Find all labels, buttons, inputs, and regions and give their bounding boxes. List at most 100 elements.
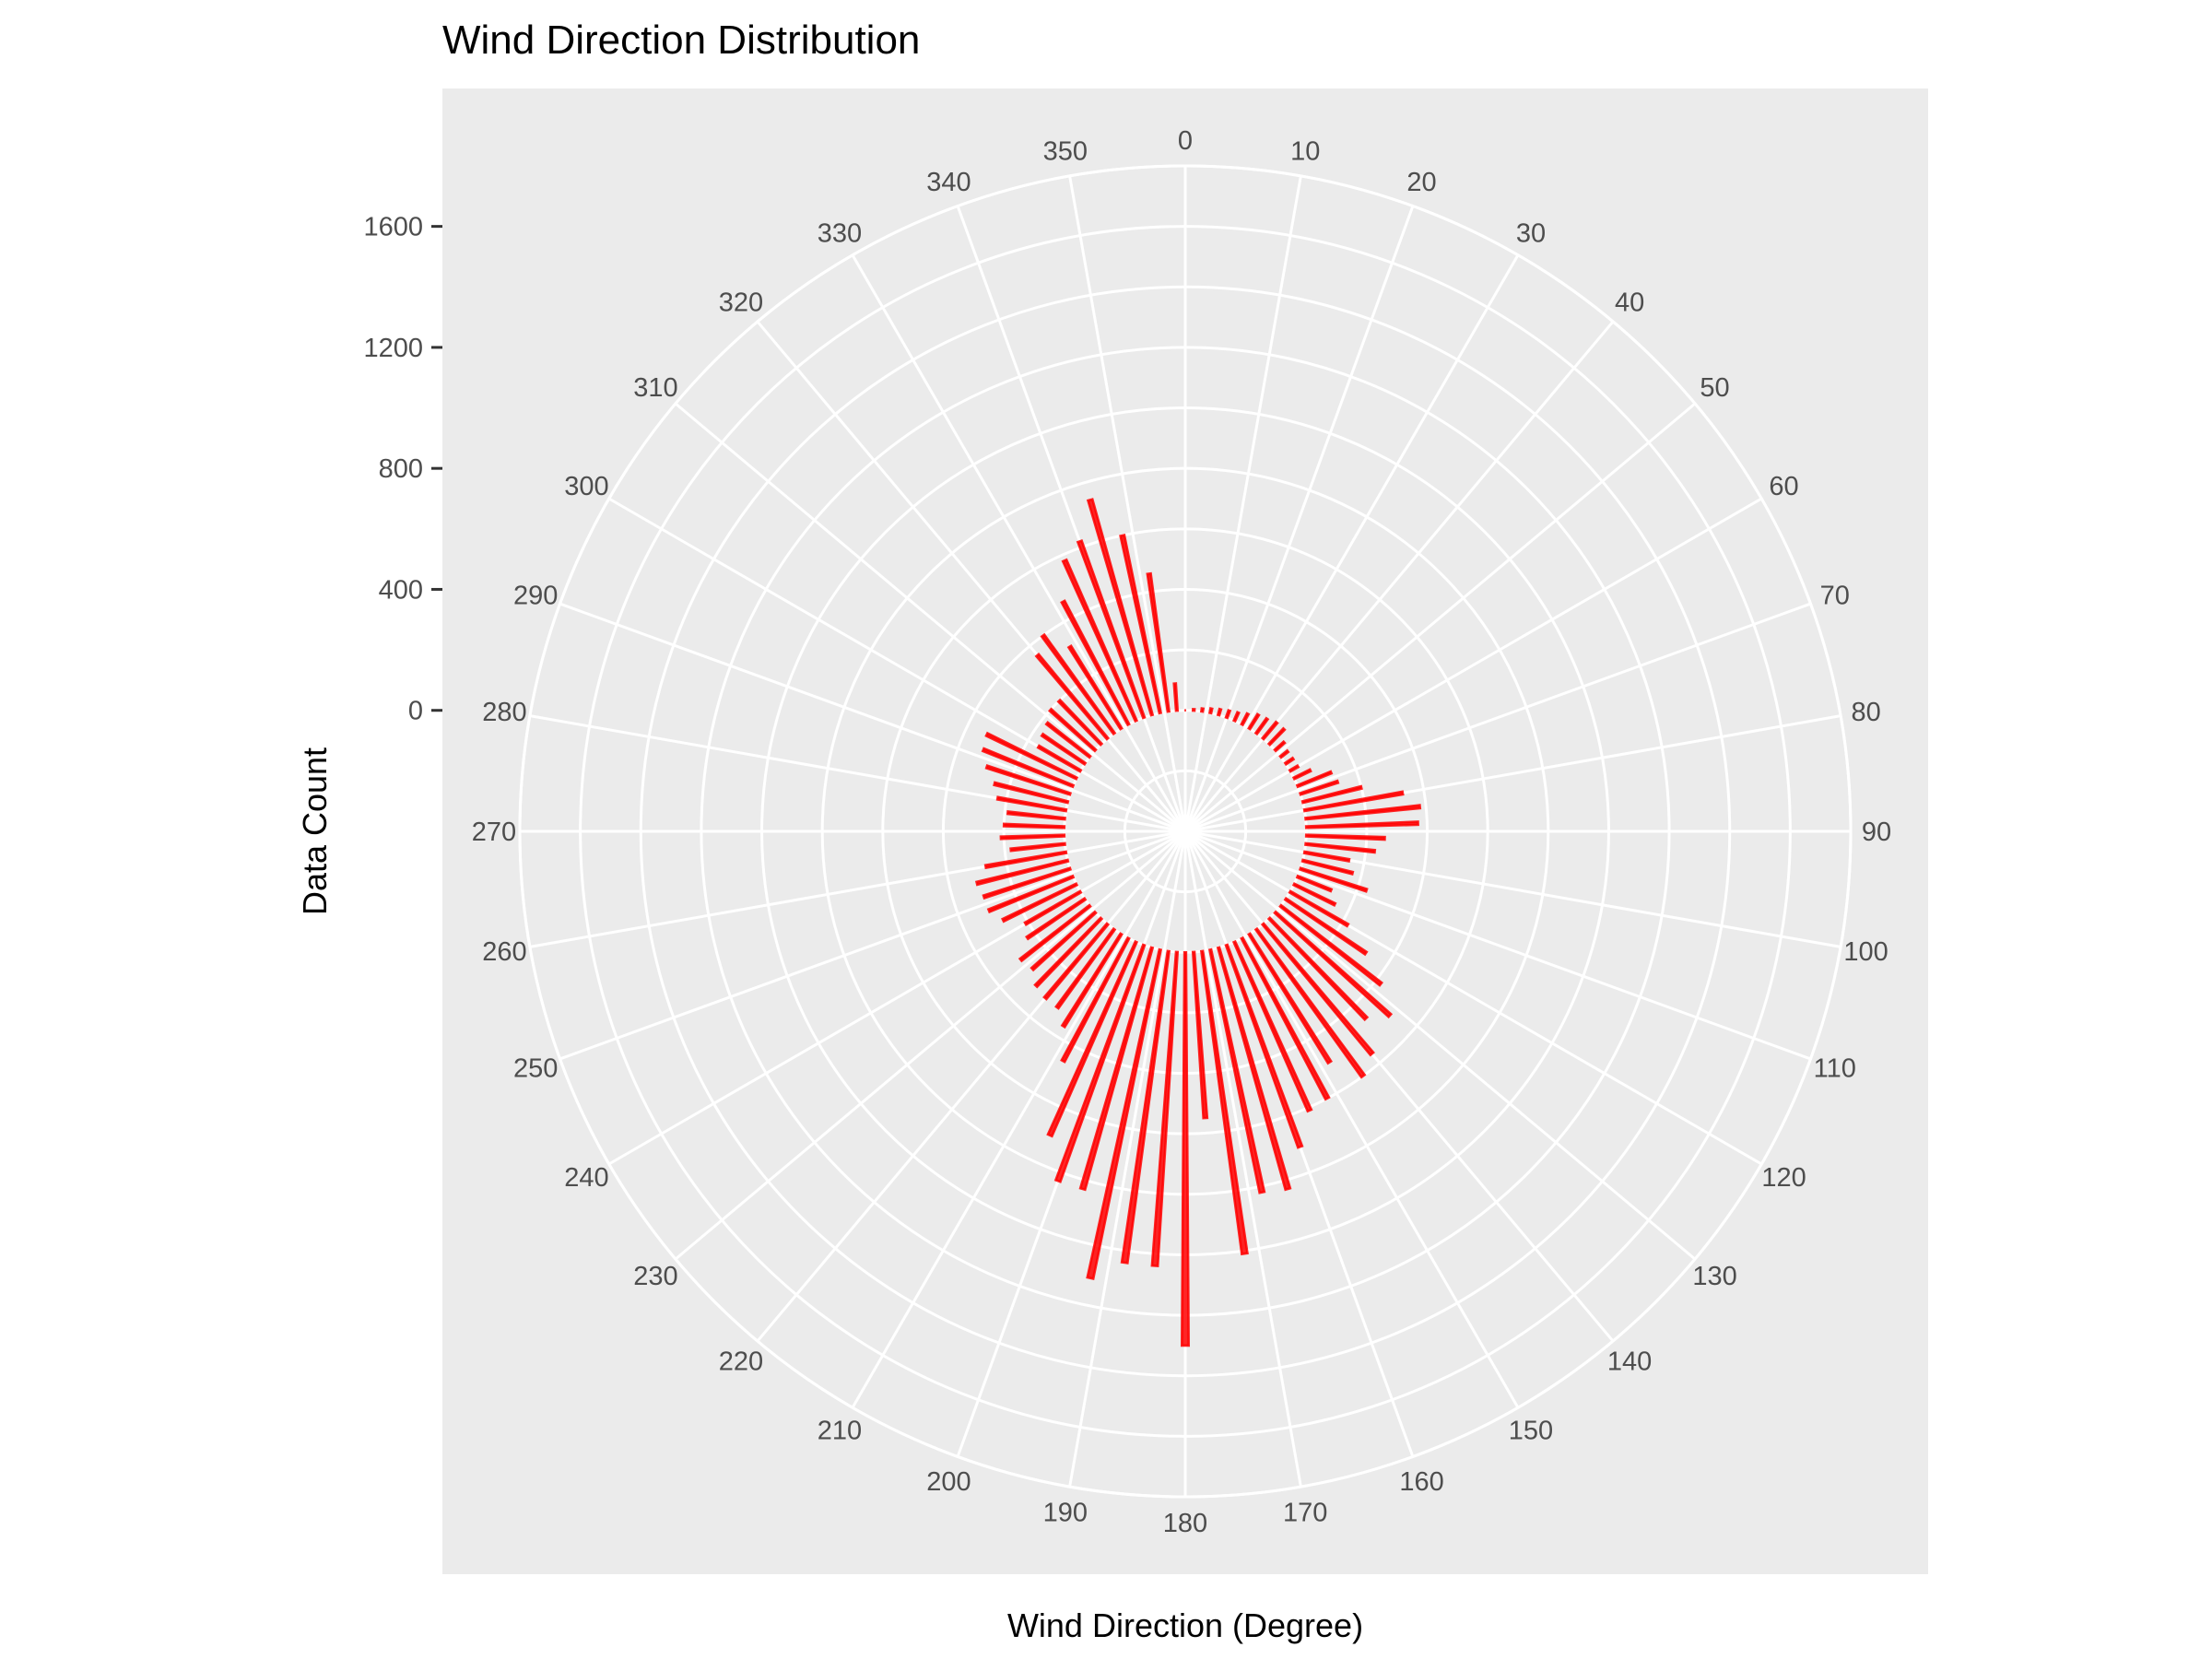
radial-spoke [1183, 830, 1615, 1343]
radial-spoke [851, 253, 1187, 832]
wind-bar [1047, 707, 1098, 753]
wind-bar [1304, 841, 1377, 854]
wind-bar [995, 795, 1068, 813]
direction-tick-label: 340 [926, 168, 971, 197]
wind-bar [1291, 768, 1312, 781]
x-axis-title: Wind Direction (Degree) [1007, 1606, 1363, 1644]
direction-tick-label: 160 [1399, 1467, 1443, 1497]
wind-bar [1006, 810, 1066, 821]
y-axis-tick-label: 1600 [363, 213, 423, 242]
wind-bar [1253, 926, 1367, 1079]
direction-tick-label: 60 [1769, 472, 1798, 501]
direction-tick-label: 250 [513, 1054, 558, 1084]
wind-bar [1061, 558, 1139, 724]
wind-bar [1042, 922, 1111, 1001]
radial-spoke [1184, 402, 1697, 833]
direction-tick-label: 20 [1406, 168, 1436, 197]
wind-bar [1191, 707, 1196, 712]
radial-spoke [559, 602, 1186, 833]
radial-spoke [1184, 497, 1763, 833]
wind-bar [1120, 949, 1171, 1265]
wind-bar [1199, 707, 1206, 713]
wind-bar [984, 731, 1079, 781]
direction-tick-label: 300 [564, 472, 608, 501]
wind-bar [1023, 889, 1083, 927]
radial-spoke [1183, 830, 1302, 1488]
wind-bar [1253, 716, 1270, 736]
direction-tick-label: 200 [926, 1467, 971, 1497]
wind-bar [1034, 653, 1111, 741]
direction-tick-label: 240 [564, 1163, 608, 1193]
radial-spoke [756, 830, 1187, 1343]
chart-title: Wind Direction Distribution [442, 18, 920, 63]
wind-bar [1288, 763, 1300, 773]
wind-bar [1025, 896, 1088, 941]
radial-spoke [1183, 175, 1302, 832]
direction-tick-label: 180 [1163, 1509, 1207, 1538]
radial-spoke [1183, 206, 1415, 832]
radial-spoke [1184, 714, 1841, 833]
wind-bar [1291, 882, 1337, 907]
wind-bar [1247, 712, 1261, 731]
wind-bar [974, 858, 1070, 887]
wind-bar [1056, 698, 1104, 747]
wind-bar [1060, 599, 1131, 727]
wind-bar [1260, 922, 1375, 1057]
wind-bar [1278, 748, 1290, 759]
wind-bar [1283, 896, 1369, 957]
radial-spoke [529, 714, 1186, 833]
direction-tick-label: 270 [472, 818, 516, 847]
radial-spoke [1183, 830, 1520, 1409]
radial-spoke [674, 830, 1186, 1261]
wind-bar [1018, 903, 1092, 963]
direction-tick-label: 230 [633, 1262, 677, 1291]
radial-spoke [1184, 830, 1763, 1166]
wind-bar [1207, 947, 1266, 1194]
radial-spoke [529, 830, 1186, 948]
direction-tick-label: 210 [818, 1417, 862, 1446]
wind-bar [1247, 932, 1333, 1065]
radial-spoke [851, 830, 1187, 1409]
direction-tick-label: 290 [513, 581, 558, 610]
wind-bar [999, 833, 1066, 841]
wind-bar [1033, 915, 1104, 989]
wind-bar [1295, 874, 1334, 893]
direction-tick-label: 260 [482, 937, 526, 967]
wind-bar [1076, 539, 1147, 720]
wind-bar [1040, 732, 1088, 767]
wind-bar [1273, 739, 1287, 753]
direction-tick-label: 130 [1692, 1262, 1736, 1291]
wind-bar [1298, 866, 1369, 893]
direction-tick-label: 80 [1851, 698, 1880, 727]
wind-bar [1295, 770, 1334, 789]
wind-bar [1224, 943, 1304, 1149]
radial-spoke [1184, 830, 1841, 948]
wind-bar [1302, 790, 1405, 813]
wind-bar [1304, 804, 1422, 821]
wind-bar [1086, 498, 1155, 717]
wind-bar [1054, 926, 1117, 1010]
radial-spoke [607, 830, 1186, 1166]
wind-bar [1172, 682, 1180, 712]
wind-bar [1298, 779, 1340, 796]
wind-bar [1283, 756, 1296, 767]
wind-bar [984, 763, 1073, 796]
radial-spoke [756, 320, 1187, 832]
radial-spoke [1183, 320, 1615, 832]
direction-tick-label: 120 [1761, 1163, 1806, 1193]
wind-bar [1036, 744, 1083, 773]
wind-bar [983, 850, 1068, 870]
wind-bar [1273, 910, 1394, 1019]
radial-spoke [1183, 253, 1520, 832]
radial-spoke [1184, 602, 1811, 833]
direction-tick-label: 280 [482, 698, 526, 727]
y-axis-tick-label: 400 [379, 575, 423, 605]
y-axis: 0 400 800 1200 1600 [363, 213, 442, 726]
wind-bar [986, 874, 1076, 914]
radial-spoke [674, 402, 1186, 833]
direction-tick-label: 90 [1862, 818, 1891, 847]
wind-bar [981, 747, 1076, 789]
wind-bar [1040, 632, 1117, 736]
radial-spoke [1184, 830, 1811, 1061]
